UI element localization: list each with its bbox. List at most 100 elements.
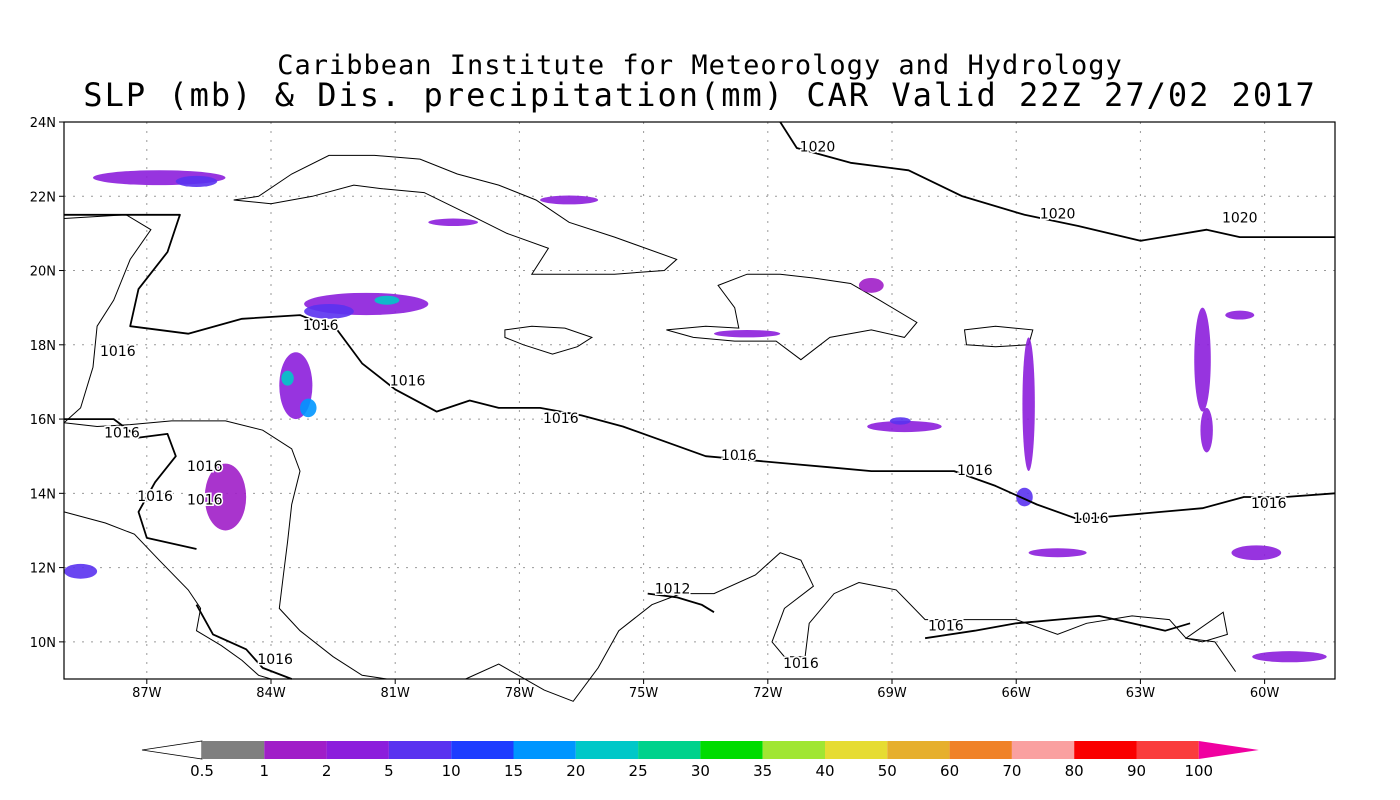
y-tick-label: 16N [30,413,56,428]
isobar-1020 [779,121,1335,242]
colorbar-label: 50 [878,762,897,780]
isobar-1016 [64,418,197,550]
precipitation-cell [540,195,599,205]
isobar-label: 1016 [187,492,223,508]
isobar-label: 1016 [957,463,993,479]
y-tick-label: 18N [30,339,56,354]
coastline-central-america [63,214,152,424]
isobar-labels: 1020 1020 1020 1016 1016 1016 1016 1016 1016 1016… [99,138,1289,673]
precipitation-cell [374,295,400,305]
precipitation-cell [867,420,942,433]
colorbar-swatch [388,741,452,759]
colorbar-label: 35 [753,762,772,780]
colorbar-swatch [1011,741,1075,759]
colorbar-swatch [887,741,950,759]
isobar-label: 1016 [104,426,140,442]
colorbar-label: 25 [629,762,648,780]
coastlines [63,154,1237,702]
colorbar-label: 30 [691,762,710,780]
x-tick-label: 87W [132,686,162,701]
colorbar-swatch [202,741,265,759]
precipitation-cell [1028,548,1087,558]
isobar-label: 1020 [1222,210,1258,226]
colorbar-label: 100 [1184,762,1213,780]
precipitation-cell [175,175,218,187]
y-tick-label: 12N [30,562,56,577]
y-tick-label: 22N [30,190,56,205]
y-tick-label: 24N [30,116,56,131]
coastline-honduras-nicaragua [63,420,387,680]
x-tick-label: 60W [1250,686,1280,701]
coastline-trinidad [1184,611,1228,643]
colorbar-label: 40 [815,762,834,780]
precipitation-cell [281,370,294,386]
colorbar-label: 1 [260,762,270,780]
precipitation-cell [63,563,98,579]
colorbar-swatch [1074,741,1137,759]
precipitation-cell [713,329,781,338]
isobar-label: 1016 [100,344,136,360]
x-tick-label: 66W [1002,686,1032,701]
colorbar-under-triangle [141,740,203,760]
y-tick-label: 20N [30,265,56,280]
latitude-axis: 10N 12N 14N 16N 18N 20N 22N 24N [30,116,64,651]
y-tick-label: 14N [30,487,56,502]
longitude-axis: 87W 84W 81W 78W 75W 72W 69W 66W 63W 60W [132,679,1279,701]
isobar-label: 1016 [1251,496,1287,512]
isobar-label: 1016 [783,656,819,672]
colorbar-swatch [700,741,763,759]
isobar-1016 [195,604,293,680]
colorbar-label: 15 [504,762,523,780]
x-tick-label: 72W [753,686,783,701]
precipitation-cell [858,277,884,293]
precipitation-colorbar: 0.5 1 2 5 10 15 20 25 30 35 40 50 60 70 80 90 100 [141,740,1259,780]
institute-title: Caribbean Institute for Meteorology and … [277,50,1123,81]
precipitation-cell [889,417,911,425]
isobar-label: 1016 [928,619,964,635]
coastline-pacific-coast [63,511,272,680]
precipitation-cell [1225,310,1255,320]
colorbar-label: 80 [1065,762,1084,780]
precipitation-cell [1252,651,1327,663]
coastline-jamaica [504,325,594,355]
precipitation-cell [428,218,479,226]
colorbar-label: 2 [322,762,332,780]
isobar-label: 1016 [390,374,426,390]
colorbar-swatch [513,741,576,759]
colorbar-label: 90 [1127,762,1146,780]
isobar-label: 1016 [303,318,339,334]
x-tick-label: 63W [1126,686,1156,701]
precipitation-cell [299,398,317,418]
x-tick-label: 78W [505,686,535,701]
isobar-1016 [64,213,1336,521]
precipitation-cell [1022,337,1035,472]
isobar-1016 [924,615,1191,640]
colorbar-label: 70 [1002,762,1021,780]
colorbar-swatch [575,741,639,759]
colorbar-swatch [264,741,327,759]
coastline-colombia-venezuela [465,552,1237,702]
isobar-label: 1016 [1073,511,1109,527]
colorbar-swatch [638,741,701,759]
colorbar-swatch [1136,741,1199,759]
x-tick-label: 75W [629,686,659,701]
coastline-hispaniola [666,273,918,361]
precipitation-cell [1231,545,1282,561]
isobar-label: 1016 [187,459,223,475]
precipitation-cell [1194,307,1211,412]
isobar-label: 1012 [655,582,691,598]
colorbar-swatch [949,741,1012,759]
lat-lon-gridlines [64,122,1335,679]
precipitation-cell [304,303,354,319]
x-tick-label: 69W [877,686,907,701]
colorbar-label: 20 [566,762,585,780]
colorbar-label: 0.5 [190,762,214,780]
coastline-cuba [233,154,678,275]
precipitation-cell [204,463,247,531]
map-frame [63,121,1336,680]
x-tick-label: 81W [381,686,411,701]
isobar-label: 1020 [800,140,836,156]
colorbar-swatch [326,741,389,759]
